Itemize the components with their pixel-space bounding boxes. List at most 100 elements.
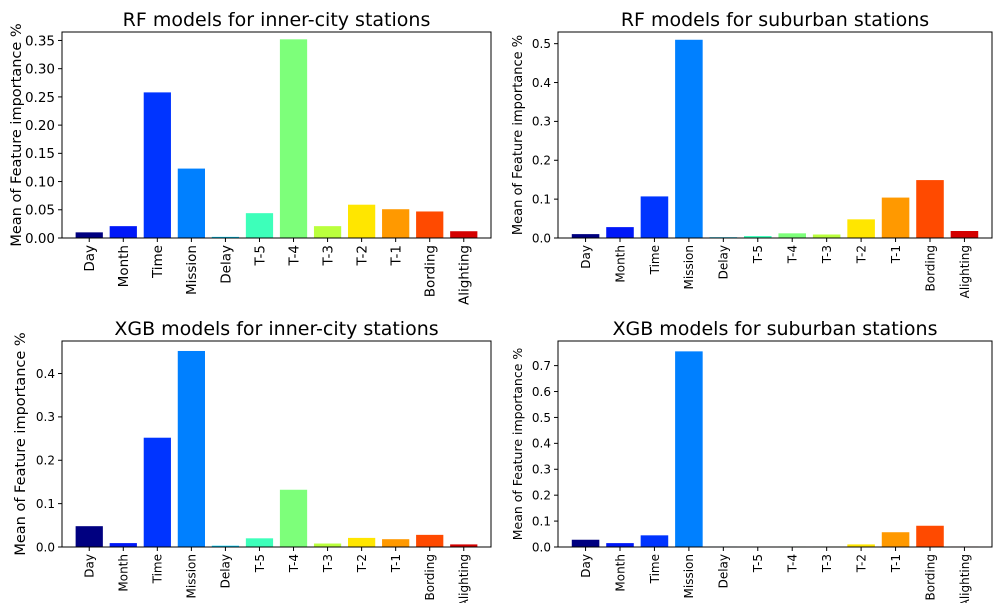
x-tick-label: Day [83, 554, 97, 578]
y-tick-label: 0.15 [25, 146, 55, 162]
bar-time [143, 92, 171, 238]
x-tick-label: T-1 [389, 554, 403, 573]
bar-day [75, 526, 103, 547]
x-tick-label: T-4 [286, 245, 302, 266]
x-tick-label: Mission [185, 554, 199, 598]
y-tick-label: 0.1 [36, 497, 55, 511]
bar-bording [916, 180, 944, 238]
y-tick-label: 0.4 [36, 367, 55, 381]
y-tick-label: 0.25 [25, 90, 55, 106]
y-tick-label: 0.3 [532, 463, 551, 477]
y-axis-label: Mean of Feature importance % [511, 35, 526, 235]
chart-title: XGB models for inner-city stations [114, 318, 438, 340]
bar-mission [675, 351, 703, 547]
bar-t-2 [847, 219, 875, 238]
chart-title: XGB models for suburban stations [612, 318, 937, 340]
y-tick-label: 0.2 [532, 154, 551, 168]
bar-t-3 [313, 543, 342, 547]
bar-alighting [950, 231, 979, 238]
x-tick-label: Month [613, 245, 627, 283]
y-axis-label: Mean of Feature importance % [510, 348, 525, 541]
bar-month [109, 226, 137, 238]
bar-day [571, 539, 600, 547]
x-tick-label: T-4 [786, 245, 800, 264]
x-tick-label: Delay [717, 554, 731, 588]
x-tick-label: T-4 [287, 554, 301, 573]
x-tick-label: Alighting [457, 245, 473, 305]
y-tick-label: 0.0 [36, 540, 55, 554]
bar-time [640, 196, 669, 238]
x-tick-label: Time [648, 554, 662, 584]
bar-delay [211, 236, 240, 238]
x-tick-label: T-2 [854, 245, 868, 264]
bar-t-1 [881, 532, 910, 547]
y-tick-label: 0.7 [532, 359, 551, 373]
bar-mission [177, 168, 205, 238]
y-axis-label: Mean of Feature importance % [13, 332, 29, 555]
x-tick-label: Delay [717, 245, 731, 279]
chart-panel-2: RF models for suburban stations Mean of F… [511, 9, 993, 298]
y-tick-label: 0.5 [532, 37, 551, 51]
x-tick-label: T-5 [252, 245, 268, 266]
bar-t-5 [744, 236, 772, 238]
y-tick-label: 0.00 [25, 231, 55, 247]
x-tick-label: T-2 [355, 554, 369, 573]
y-tick-label: 0.10 [25, 174, 55, 190]
x-tick-label: T-3 [321, 554, 335, 573]
x-tick-label: Bording [423, 554, 437, 600]
bar-day [75, 232, 103, 238]
x-tick-label: T-1 [889, 245, 903, 264]
plot-frame [557, 31, 993, 239]
x-tick-label: T-3 [820, 554, 834, 573]
x-tick-label: T-3 [820, 245, 834, 264]
x-tick-label: Bording [923, 245, 937, 291]
bar-t-1 [382, 209, 410, 238]
x-tick-label: Time [648, 245, 662, 275]
x-tick-label: T-5 [253, 554, 267, 573]
bar-t-4 [279, 489, 308, 547]
bar-delay [211, 545, 240, 547]
bar-alighting [450, 544, 478, 547]
bar-t-3 [812, 234, 841, 238]
chart-panel-1: RF models for inner-city stations Mean of… [9, 9, 492, 305]
x-tick-label: Alighting [958, 245, 972, 298]
x-tick-label: T-3 [320, 245, 336, 266]
y-tick-label: 0.0 [532, 540, 551, 554]
x-tick-label: T-4 [786, 554, 800, 573]
chart-panel-4: XGB models for suburban stations Mean of … [510, 318, 993, 603]
x-tick-label: Mission [184, 245, 200, 295]
x-tick-label: Bording [923, 554, 937, 600]
plot-frame [557, 340, 993, 548]
chart-title: RF models for inner-city stations [123, 9, 431, 31]
y-tick-label: 0.2 [532, 488, 551, 502]
bar-month [606, 543, 634, 547]
bar-bording [416, 211, 444, 238]
bar-t-2 [847, 544, 875, 547]
x-tick-label: Alighting [457, 554, 471, 603]
x-tick-label: Day [579, 554, 593, 578]
bar-bording [416, 534, 444, 547]
y-tick-label: 0.4 [532, 76, 551, 90]
bar-month [606, 227, 634, 238]
bar-t-4 [279, 39, 308, 238]
bar-alighting [450, 231, 478, 238]
bar-t-3 [313, 226, 342, 238]
x-tick-label: Bording [423, 245, 439, 297]
x-tick-label: T-2 [354, 245, 370, 266]
x-tick-label: T-1 [889, 554, 903, 573]
y-tick-label: 0.4 [532, 437, 551, 451]
bar-month [109, 543, 137, 547]
y-axis-label: Mean of Feature importance % [9, 23, 25, 246]
y-tick-label: 0.0 [532, 231, 551, 245]
y-tick-label: 0.3 [36, 410, 55, 424]
x-tick-label: Day [579, 245, 593, 269]
x-tick-label: T-5 [751, 554, 765, 573]
x-tick-label: Delay [219, 554, 233, 588]
bar-t-4 [778, 233, 806, 238]
y-tick-label: 0.6 [532, 385, 551, 399]
x-tick-label: Mission [682, 245, 696, 289]
chart-title: RF models for suburban stations [621, 9, 929, 31]
x-tick-label: Month [116, 245, 132, 287]
y-tick-label: 0.3 [532, 115, 551, 129]
